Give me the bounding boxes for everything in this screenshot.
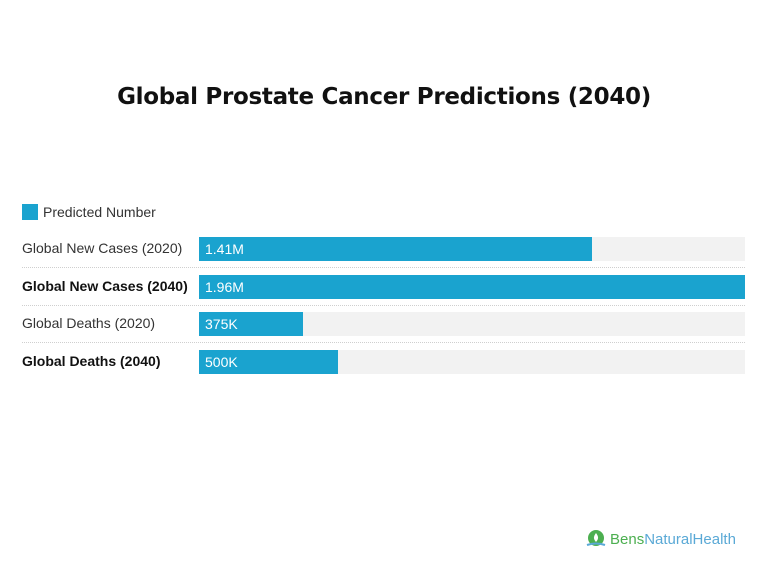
bar-track: 375K xyxy=(199,312,745,336)
row-label: Global New Cases (2020) xyxy=(22,240,183,256)
bar-value: 1.41M xyxy=(205,241,244,257)
bar-value: 1.96M xyxy=(205,278,244,295)
bar-track: 1.41M xyxy=(199,237,745,261)
row-divider xyxy=(22,342,745,343)
bar-rows: Global New Cases (2020) 1.41M Global New… xyxy=(22,236,745,386)
bar-row: Global New Cases (2020) 1.41M xyxy=(22,236,745,274)
legend-label: Predicted Number xyxy=(43,204,156,220)
brand-name-part1: Bens xyxy=(610,530,645,548)
row-label: Global Deaths (2020) xyxy=(22,315,156,331)
bar-value: 500K xyxy=(205,353,238,370)
legend: Predicted Number xyxy=(22,204,156,220)
chart-title: Global Prostate Cancer Predictions (2040… xyxy=(117,84,651,110)
row-divider xyxy=(22,304,745,306)
row-divider xyxy=(22,267,745,268)
bar-row: Global Deaths (2020) 375K xyxy=(22,311,745,349)
row-label: Global Deaths (2040) xyxy=(22,352,161,369)
bar: 1.96M xyxy=(199,274,745,299)
legend-swatch xyxy=(22,204,38,220)
bar: 375K xyxy=(199,312,304,336)
bar-value: 375K xyxy=(205,316,238,332)
bar-track: 500K xyxy=(199,349,745,374)
row-label: Global New Cases (2040) xyxy=(22,277,188,294)
bar-row: Global New Cases (2040) 1.96M xyxy=(22,274,745,312)
bar-row: Global Deaths (2040) 500K xyxy=(22,349,745,387)
brand-logo: Bens NaturalHealth xyxy=(586,529,736,549)
bar-track: 1.96M xyxy=(199,274,745,299)
bar: 1.41M xyxy=(199,237,592,261)
bar: 500K xyxy=(199,349,339,374)
leaf-drop-icon xyxy=(586,530,606,546)
brand-name-part2: NaturalHealth xyxy=(644,530,736,548)
